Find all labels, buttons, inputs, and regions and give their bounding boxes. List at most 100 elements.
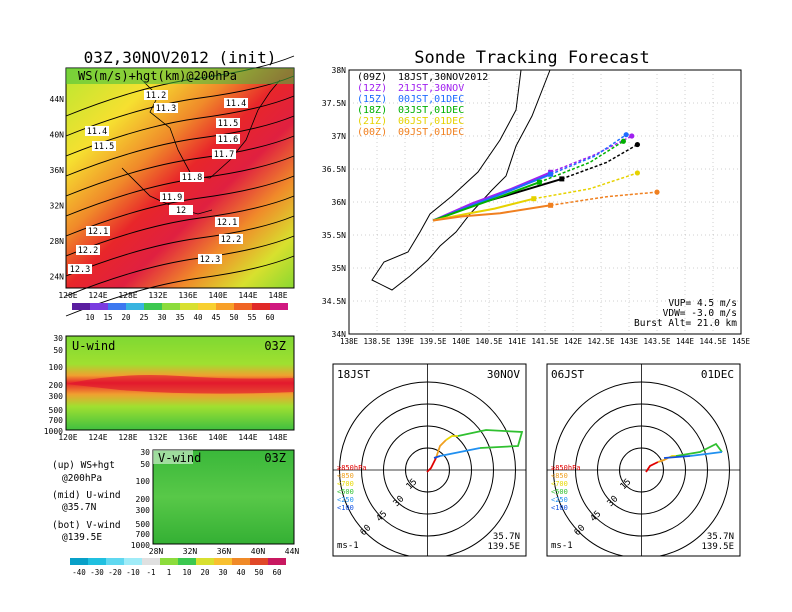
pressure-tick-label: 50 [53, 346, 63, 355]
hodograph-lat: 35.7N [493, 532, 520, 542]
landing-point [623, 132, 629, 138]
height-label: 12.3 [200, 255, 220, 265]
lat-tick-label: 44N [285, 547, 300, 556]
lat-tick-label: 24N [50, 273, 65, 282]
height-label-bg [86, 226, 110, 236]
pressure-tick-label: 300 [136, 506, 151, 515]
lat-tick-label: 35.5N [322, 231, 346, 240]
colorbar-swatch [180, 303, 198, 310]
forecast-title: Sonde Tracking Forecast [414, 48, 649, 68]
height-label: 11.5 [94, 142, 114, 152]
run-code: (12Z) [357, 83, 387, 94]
hodograph-trace [675, 442, 723, 457]
height-label-bg [76, 245, 100, 255]
burst-marker [559, 176, 565, 182]
height-label-bg [198, 254, 222, 264]
height-label-bg [144, 90, 168, 100]
colorbar-label: 60 [265, 313, 275, 322]
height-contour [65, 115, 295, 177]
lat-tick-label: 34N [332, 330, 347, 339]
lon-tick-label: 139.5E [419, 337, 447, 346]
hodograph-time: 06JST [551, 368, 584, 381]
run-label: 03JST,01DEC [398, 105, 464, 116]
forecast-lon-ticks: 138E 138.5E 139E 139.5E 140E 140.5E 141E 141.5E… [340, 337, 751, 346]
u-jet-core [66, 375, 294, 394]
lat-tick-label: 36N [50, 166, 65, 175]
colorbar-label: -1 [146, 568, 155, 577]
height-contour [65, 195, 295, 257]
pressure-tick-label: 300 [49, 392, 64, 401]
v-panel-time: 03Z [264, 451, 286, 465]
colorbar-label: 55 [247, 313, 256, 322]
level-legend: <100 [337, 504, 354, 512]
hodograph-trace [439, 447, 481, 457]
run-label: 09JST,01DEC [398, 127, 464, 138]
height-label-bg [212, 149, 236, 159]
pressure-tick-label: 50 [140, 460, 150, 469]
lon-tick-label: 120E [58, 433, 77, 442]
lon-tick-label: 144E [676, 337, 695, 346]
height-contour [65, 75, 295, 137]
lon-tick-label: 132E [148, 291, 167, 300]
track-descent [550, 135, 633, 173]
lon-tick-label: 128E [118, 291, 137, 300]
colorbar-swatch [270, 303, 288, 310]
track-descent [561, 143, 638, 180]
hodograph-date: 01DEC [701, 368, 734, 381]
burst-marker [548, 202, 554, 208]
lon-tick-label: 132E [148, 433, 167, 442]
left-main-title: 03Z,30NOV2012 (init) [84, 48, 277, 67]
u-panel-time: 03Z [264, 339, 286, 353]
colorbar-label: 40 [193, 313, 203, 322]
lat-tick-label: 32N [50, 202, 65, 211]
lat-tick-label: 36.5N [322, 165, 346, 174]
height-label: 12 [176, 206, 186, 216]
hodograph-trace [426, 457, 437, 473]
lon-tick-label: 139E [396, 337, 415, 346]
height-label-bg [216, 118, 240, 128]
colorbar-label: -30 [90, 568, 104, 577]
legend-line: (up) WS+hgt [52, 460, 115, 471]
landing-point [654, 189, 660, 195]
colorbar-swatch [198, 303, 216, 310]
track-descent [533, 172, 638, 200]
height-label-bg [219, 234, 243, 244]
colorbar-swatch [88, 558, 106, 565]
height-label-bg [92, 141, 116, 151]
pressure-tick-label: 100 [49, 363, 64, 372]
burst-marker [531, 196, 537, 202]
pressure-tick-label: 500 [49, 406, 64, 415]
lat-tick-label: 35N [332, 264, 347, 273]
colorbar-label: 20 [121, 313, 131, 322]
hodograph-plot [547, 364, 740, 556]
colorbar-label: 20 [200, 568, 210, 577]
level-legend: <700 [337, 480, 354, 488]
height-label: 11.2 [146, 91, 166, 101]
lon-tick-label: 140E [208, 433, 227, 442]
lat-tick-label: 32N [183, 547, 198, 556]
forecast-legend: (09Z) 18JST,30NOV2012 (12Z) 21JST,30NOV (15Z… [357, 72, 488, 138]
pressure-tick-label: 30 [53, 334, 63, 343]
lon-tick-label: 141E [508, 337, 527, 346]
level-legend: <700 [551, 480, 568, 488]
colorbar-swatch [106, 558, 124, 565]
parameter-line: VDW= -3.0 m/s [663, 308, 737, 319]
level-legend: <250 [337, 496, 354, 504]
ws-colorbar: 10 15 20 25 30 35 40 45 50 55 60 [72, 303, 288, 322]
colorbar-label: -20 [108, 568, 122, 577]
ws-panel: WS(m/s)+hgt(km)@200hPa 11.211.3 11.411.41… [50, 55, 295, 322]
colorbar-swatch [108, 303, 126, 310]
height-labels: 11.2 11.3 11.4 11.4 11.5 11.5 11.6 11.7 11.811.9… [68, 90, 248, 275]
height-contour [65, 135, 295, 197]
hodograph-lon: 139.5E [701, 542, 734, 552]
lon-tick-label: 145E [732, 337, 751, 346]
height-label-bg [180, 172, 204, 182]
run-code: (18Z) [357, 105, 387, 116]
run-label: 06JST,01DEC [398, 116, 464, 127]
parameter-line: Burst Alt= 21.0 km [634, 318, 737, 329]
lon-tick-label: 138.5E [363, 337, 391, 346]
height-label: 11.4 [226, 99, 246, 109]
level-legend: ≥850hPa [551, 464, 581, 472]
colorbar-swatch [216, 303, 234, 310]
